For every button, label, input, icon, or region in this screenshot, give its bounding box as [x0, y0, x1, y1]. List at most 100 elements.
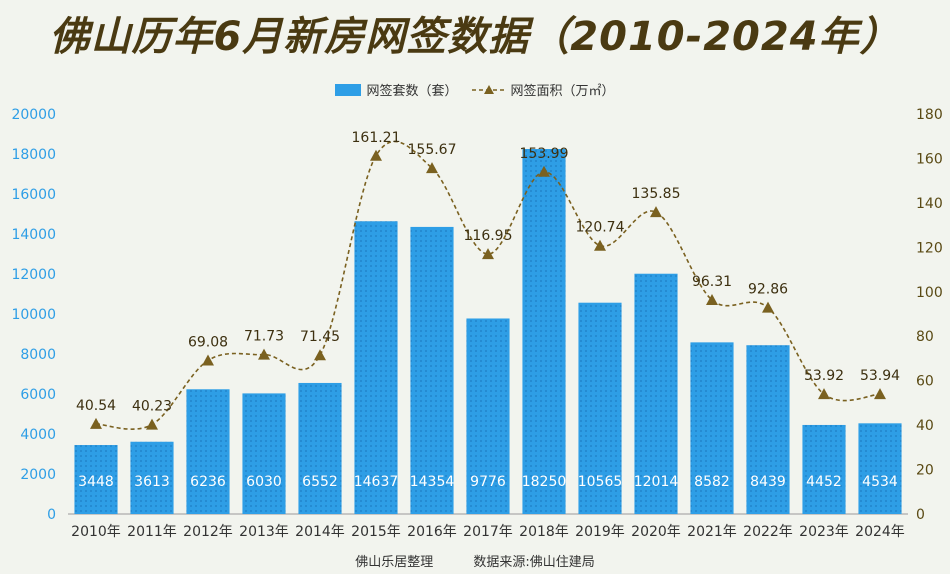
line-point-marker — [202, 354, 214, 366]
x-tick-label: 2011年 — [127, 524, 177, 540]
line-value-label: 40.54 — [76, 398, 116, 414]
x-tick-label: 2024年 — [855, 524, 905, 540]
legend-line-swatch — [471, 84, 506, 94]
bar-value-label: 18250 — [522, 474, 567, 490]
x-tick-label: 2019年 — [575, 524, 625, 540]
line-point-marker — [258, 348, 270, 360]
bar-value-label: 8582 — [694, 474, 730, 490]
footer: 佛山乐居整理 数据来源:佛山住建局 — [0, 551, 950, 570]
bar — [802, 424, 846, 514]
x-tick-label: 2018年 — [519, 524, 569, 540]
y-left-tick-label: 8000 — [20, 347, 56, 363]
line-value-label: 120.74 — [576, 220, 625, 236]
line-value-label: 155.67 — [408, 142, 457, 158]
bar — [74, 445, 118, 514]
y-right-tick-label: 60 — [916, 374, 934, 390]
line-point-marker — [594, 239, 606, 251]
line-value-label: 71.45 — [300, 329, 340, 345]
y-right-tick-label: 80 — [916, 329, 934, 345]
bar-value-label: 10565 — [578, 474, 623, 490]
bar — [522, 149, 566, 514]
y-right-tick-label: 40 — [916, 418, 934, 434]
line-value-label: 69.08 — [188, 334, 228, 350]
line-point-marker — [706, 293, 718, 305]
x-tick-label: 2017年 — [463, 524, 513, 540]
y-left-tick-label: 18000 — [11, 147, 56, 163]
bar-value-label: 14354 — [410, 474, 455, 490]
line-value-label: 40.23 — [132, 399, 172, 415]
bar — [354, 221, 398, 514]
y-left-tick-label: 14000 — [11, 227, 56, 243]
x-tick-label: 2016年 — [407, 524, 457, 540]
bar — [298, 382, 342, 514]
bar — [858, 423, 902, 514]
x-tick-label: 2014年 — [295, 524, 345, 540]
y-right-tick-label: 140 — [916, 196, 943, 212]
x-tick-label: 2013年 — [239, 524, 289, 540]
line-point-marker — [314, 349, 326, 361]
bar — [130, 441, 174, 514]
footer-source: 数据来源:佛山住建局 — [473, 555, 595, 570]
bar-value-label: 3448 — [78, 474, 114, 490]
line-point-marker — [90, 417, 102, 429]
line-value-label: 135.85 — [632, 186, 681, 202]
legend-item-bars: 网签套数（套） — [335, 80, 458, 99]
bar — [634, 273, 678, 514]
bar-value-label: 6236 — [190, 474, 226, 490]
y-left-tick-label: 0 — [47, 507, 56, 523]
y-right-tick-label: 100 — [916, 285, 943, 301]
bar-value-label: 8439 — [750, 474, 786, 490]
bar-value-label: 3613 — [134, 474, 170, 490]
line-point-marker — [370, 149, 382, 161]
y-right-tick-label: 20 — [916, 463, 934, 479]
y-right-tick-label: 120 — [916, 240, 943, 256]
chart-legend: 网签套数（套） 网签面积（万㎡） — [0, 80, 950, 99]
legend-label-bars: 网签套数（套） — [366, 84, 458, 99]
bar-value-label: 4452 — [806, 474, 842, 490]
bar — [690, 342, 734, 514]
x-tick-label: 2010年 — [71, 524, 121, 540]
footer-credit: 佛山乐居整理 — [355, 555, 434, 570]
y-left-tick-label: 16000 — [11, 187, 56, 203]
bar-value-label: 12014 — [634, 474, 679, 490]
x-tick-label: 2022年 — [743, 524, 793, 540]
chart-title: 佛山历年6月新房网签数据（2010-2024年） — [49, 14, 901, 60]
line-point-marker — [818, 388, 830, 400]
bar-value-label: 9776 — [470, 474, 506, 490]
line-point-marker — [426, 162, 438, 174]
x-tick-label: 2015年 — [351, 524, 401, 540]
x-tick-label: 2020年 — [631, 524, 681, 540]
line-point-marker — [146, 418, 158, 430]
bar — [466, 318, 510, 514]
line-value-label: 71.73 — [244, 329, 284, 345]
y-left-tick-label: 10000 — [11, 307, 56, 323]
bar — [186, 389, 230, 514]
legend-item-line: 网签面积（万㎡） — [471, 80, 615, 99]
bar-value-label: 14637 — [354, 474, 399, 490]
area-line-series — [95, 140, 881, 430]
y-left-tick-label: 12000 — [11, 267, 56, 283]
line-point-marker — [650, 206, 662, 218]
y-left-tick-label: 6000 — [20, 387, 56, 403]
x-tick-label: 2012年 — [183, 524, 233, 540]
line-value-label: 53.92 — [804, 368, 844, 384]
y-left-tick-label: 2000 — [20, 467, 56, 483]
x-tick-label: 2021年 — [687, 524, 737, 540]
bar — [410, 226, 454, 515]
bar-value-label: 6552 — [302, 474, 338, 490]
y-right-tick-label: 180 — [916, 107, 943, 123]
legend-bar-swatch — [335, 83, 362, 96]
line-point-marker — [482, 248, 494, 260]
bar-value-label: 4534 — [862, 474, 898, 490]
bar — [578, 302, 622, 514]
legend-label-line: 网签面积（万㎡） — [510, 84, 615, 99]
line-point-marker — [762, 301, 774, 313]
line-point-marker — [538, 165, 550, 177]
x-tick-label: 2023年 — [799, 524, 849, 540]
y-right-tick-label: 160 — [916, 151, 943, 167]
y-left-tick-label: 20000 — [11, 107, 56, 123]
y-right-tick-label: 0 — [916, 507, 925, 523]
bar — [242, 393, 286, 514]
line-value-label: 116.95 — [464, 228, 513, 244]
